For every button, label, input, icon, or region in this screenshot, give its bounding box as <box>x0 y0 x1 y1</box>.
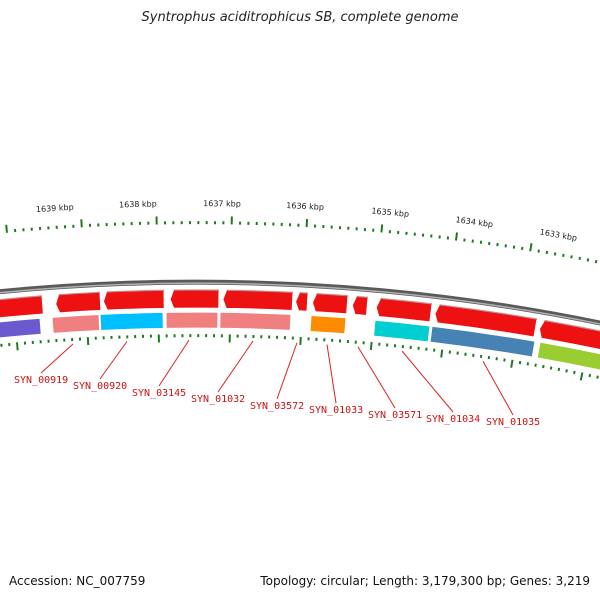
kbp-marker-label: 1635 kbp <box>371 206 409 218</box>
inner-tick <box>542 364 545 369</box>
label-leader-line <box>158 339 190 387</box>
label-leader-line <box>217 340 254 393</box>
category-band <box>373 319 431 343</box>
arrow-shadow <box>380 297 433 305</box>
forward-gene-arrow <box>222 289 294 311</box>
gene-label-syn-01033: SYN_01033 <box>309 405 363 416</box>
inner-tick <box>526 362 530 366</box>
forward-gene-arrow <box>102 289 165 311</box>
arrow-shadow <box>316 293 349 297</box>
category-band <box>165 311 219 329</box>
inner-tick <box>557 367 561 372</box>
inner-tick <box>579 372 584 381</box>
outer-tick <box>380 224 384 233</box>
outer-tick <box>562 253 565 258</box>
inner-tick <box>534 363 537 367</box>
gene-label-syn-03572: SYN_03572 <box>250 401 304 412</box>
inner-tick <box>549 366 553 370</box>
kbp-marker-label: 1639 kbp <box>36 203 74 215</box>
outer-tick <box>570 255 573 259</box>
inner-tick <box>15 342 19 351</box>
label-leader-line <box>40 343 74 374</box>
forward-gene-arrow <box>0 295 44 319</box>
arrow-shadow <box>58 291 101 296</box>
outer-tick <box>5 224 8 233</box>
category-band <box>536 341 600 371</box>
category-band <box>51 313 101 334</box>
kbp-marker-label: 1638 kbp <box>119 199 157 209</box>
category-band <box>309 314 347 335</box>
kbp-marker-label: 1636 kbp <box>286 201 324 212</box>
gene-label-syn-03571: SYN_03571 <box>368 410 422 421</box>
forward-gene-arrow <box>295 292 309 312</box>
arrow-shadow <box>0 295 43 301</box>
category-band <box>0 317 42 339</box>
forward-gene-arrow <box>538 320 600 351</box>
inner-tick <box>510 359 514 368</box>
inner-tick <box>369 341 373 351</box>
backbone-arc <box>0 279 600 326</box>
forward-gene-arrow <box>55 291 102 314</box>
tick-marks: 1639 kbp 1638 kbp 1637 kbp 1636 kbp 1635 kbp… <box>0 199 599 381</box>
arrow-shadow <box>439 304 538 321</box>
label-leader-line <box>276 342 298 400</box>
kbp-marker-label: 1633 kbp <box>539 228 578 243</box>
inner-tick <box>565 369 568 373</box>
gene-label-syn-00919: SYN_00919 <box>14 375 68 386</box>
label-leader-line <box>357 346 396 409</box>
map-title: Syntrophus aciditrophicus SB, complete g… <box>141 10 459 25</box>
gene-label-syn-01034: SYN_01034 <box>426 414 480 425</box>
accession-text: Accession: NC_007759 <box>9 574 146 588</box>
topology-text: Topology: circular; Length: 3,179,300 bp… <box>260 574 590 588</box>
arrow-shadow <box>356 295 369 299</box>
label-leader-line <box>401 350 454 413</box>
outer-tick <box>529 243 533 252</box>
outer-tick <box>545 250 549 255</box>
forward-gene-arrow <box>351 296 369 316</box>
outer-tick <box>578 256 581 261</box>
label-leader-line <box>482 361 514 416</box>
outer-tick <box>586 258 590 262</box>
kbp-marker-label: 1637 kbp <box>203 199 241 208</box>
inner-tick <box>596 375 599 379</box>
label-leader-line <box>326 344 337 404</box>
category-features <box>0 311 600 371</box>
inner-tick <box>588 373 592 378</box>
genome-backbone <box>0 279 600 326</box>
category-band <box>219 311 292 331</box>
forward-gene-arrow <box>434 304 538 338</box>
inner-tick <box>440 349 444 358</box>
forward-strand-features <box>0 289 600 351</box>
outer-tick <box>455 232 458 241</box>
arrow-shadow <box>226 289 294 294</box>
backbone-highlight <box>0 282 600 325</box>
outer-tick <box>553 252 557 256</box>
category-band <box>429 325 536 358</box>
forward-gene-arrow <box>375 298 433 323</box>
kbp-marker-label: 1634 kbp <box>455 215 494 229</box>
forward-gene-arrow <box>169 289 220 309</box>
gene-label-syn-01035: SYN_01035 <box>486 417 540 428</box>
gene-label-syn-03145: SYN_03145 <box>132 388 186 399</box>
gene-label-syn-00920: SYN_00920 <box>73 381 127 392</box>
forward-gene-arrow <box>311 293 349 315</box>
arrow-shadow <box>544 319 600 332</box>
category-band <box>99 311 164 331</box>
outer-tick <box>594 259 598 264</box>
inner-tick <box>573 370 576 375</box>
gene-labels: SYN_00919 SYN_00920 SYN_03145 SYN_01032 SYN_… <box>14 339 540 428</box>
gene-label-syn-01032: SYN_01032 <box>191 394 245 405</box>
arrow-shadow <box>106 289 165 293</box>
label-leader-line <box>99 341 128 380</box>
